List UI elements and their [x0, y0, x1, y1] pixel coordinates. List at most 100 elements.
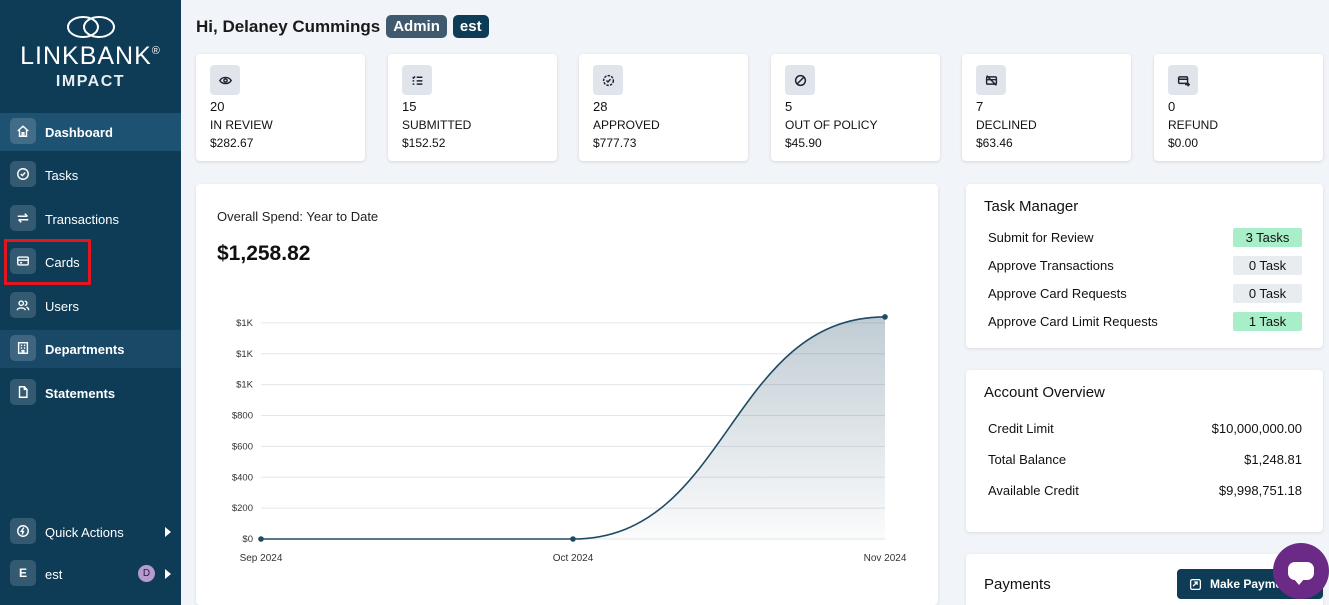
stat-count: 15	[402, 99, 417, 114]
account-label: Available Credit	[988, 483, 1079, 498]
account-value: $10,000,000.00	[1211, 421, 1302, 436]
lightning-icon	[10, 518, 36, 544]
sidebar-item-statements[interactable]: Statements	[0, 374, 181, 412]
ban-icon	[785, 65, 815, 95]
task-count-badge: 0 Task	[1233, 255, 1302, 275]
check-circle-icon	[10, 161, 36, 187]
panel-title: Task Manager	[984, 198, 1079, 215]
payments-panel: Payments Make Payment	[966, 554, 1323, 605]
task-label: Approve Transactions	[988, 257, 1114, 273]
spend-chart: $0 $200 $400 $600 $800 $1K $1K $1K Sep 2024 Oct 2…	[232, 314, 907, 564]
caret-right-icon	[165, 569, 171, 579]
chat-support-button[interactable]	[1273, 543, 1329, 599]
account-label: Total Balance	[988, 452, 1067, 467]
spend-total: $1,258.82	[217, 242, 311, 265]
stat-card-in-review[interactable]: 20 IN REVIEW $282.67	[196, 54, 365, 161]
sidebar: LINKBANK® IMPACT Dashboard Tasks Transac…	[0, 0, 181, 605]
sidebar-item-users[interactable]: Users	[0, 287, 181, 325]
x-tick-label: Nov 2024	[864, 553, 907, 564]
task-count-badge: 0 Task	[1233, 283, 1302, 303]
users-icon	[10, 292, 36, 318]
card-refund-icon	[1168, 65, 1198, 95]
task-row-approve-card-limit-requests[interactable]: Approve Card Limit Requests 1 Task	[988, 311, 1302, 331]
sidebar-item-cards[interactable]: Cards	[0, 243, 181, 281]
sidebar-item-label: Tasks	[45, 167, 79, 183]
account-overview-panel: Account Overview Credit Limit $10,000,00…	[966, 370, 1323, 532]
stat-label: APPROVED	[593, 118, 660, 132]
account-value: $9,998,751.18	[1218, 483, 1302, 498]
task-label: Approve Card Requests	[988, 285, 1127, 301]
task-row-submit-for-review[interactable]: Submit for Review 3 Tasks	[988, 227, 1302, 247]
home-icon	[10, 118, 36, 144]
user-account-menu[interactable]: E est D	[0, 555, 181, 593]
sidebar-item-departments[interactable]: Departments	[0, 330, 181, 368]
sidebar-item-label: Statements	[45, 385, 116, 401]
stat-label: OUT OF POLICY	[785, 118, 878, 132]
stat-label: SUBMITTED	[402, 118, 472, 132]
x-tick-label: Sep 2024	[240, 553, 283, 564]
account-row-available-credit: Available Credit $9,998,751.18	[988, 483, 1302, 498]
stat-label: REFUND	[1168, 118, 1218, 132]
stat-amount: $63.46	[976, 136, 1013, 150]
account-row-credit-limit: Credit Limit $10,000,000.00	[988, 421, 1302, 436]
quick-actions-menu[interactable]: Quick Actions	[0, 513, 181, 551]
stat-amount: $777.73	[593, 136, 637, 150]
stat-card-approved[interactable]: 28 APPROVED $777.73	[579, 54, 748, 161]
stat-card-refund[interactable]: 0 REFUND $0.00	[1154, 54, 1323, 161]
document-icon	[10, 379, 36, 405]
header-greeting: Hi, Delaney Cummings Admin est	[196, 15, 489, 38]
check-badge-icon	[593, 65, 623, 95]
data-point	[258, 536, 264, 542]
org-badge[interactable]: est	[452, 15, 489, 38]
make-payment-label: Make Payment	[1210, 577, 1294, 591]
task-label: Submit for Review	[988, 229, 1094, 245]
y-tick-label: $1K	[236, 349, 254, 360]
brand-logo[interactable]: LINKBANK® IMPACT	[0, 14, 181, 91]
panel-title: Payments	[984, 576, 1051, 593]
account-name: est	[45, 566, 63, 582]
y-tick-label: $200	[232, 503, 253, 514]
series-line	[261, 316, 886, 540]
role-badge: Admin	[386, 15, 447, 38]
panel-title: Account Overview	[984, 384, 1105, 401]
brand-name: LINKBANK®	[20, 42, 161, 70]
stat-count: 20	[210, 99, 225, 114]
stat-card-out-of-policy[interactable]: 5 OUT OF POLICY $45.90	[771, 54, 940, 161]
chat-bubble-icon	[1288, 562, 1314, 585]
series-area	[261, 316, 885, 539]
payment-icon	[1189, 578, 1202, 590]
sidebar-item-label: Departments	[45, 341, 125, 357]
stat-amount: $45.90	[785, 136, 822, 150]
credit-card-icon	[10, 248, 36, 274]
stat-card-declined[interactable]: 7 DECLINED $63.46	[962, 54, 1131, 161]
account-row-total-balance: Total Balance $1,248.81	[988, 452, 1302, 467]
stat-count: 5	[785, 99, 793, 114]
sidebar-item-transactions[interactable]: Transactions	[0, 200, 181, 238]
account-initial: E	[10, 560, 36, 586]
avatar: D	[138, 565, 155, 582]
quick-actions-label: Quick Actions	[45, 524, 124, 540]
sidebar-item-tasks[interactable]: Tasks	[0, 156, 181, 194]
sidebar-item-dashboard[interactable]: Dashboard	[0, 113, 181, 151]
overall-spend-card: Overall Spend: Year to Date $1,258.82 $0…	[196, 184, 938, 605]
y-tick-label: $400	[232, 472, 253, 483]
y-tick-label: $0	[242, 534, 253, 545]
sidebar-item-label: Dashboard	[45, 124, 113, 140]
logo-rings-icon	[66, 16, 115, 38]
stat-amount: $152.52	[402, 136, 446, 150]
sidebar-item-label: Transactions	[45, 211, 119, 227]
y-tick-label: $1K	[236, 380, 254, 391]
task-label: Approve Card Limit Requests	[988, 313, 1158, 329]
task-row-approve-card-requests[interactable]: Approve Card Requests 0 Task	[988, 283, 1302, 303]
account-value: $1,248.81	[1244, 452, 1302, 467]
stat-label: IN REVIEW	[210, 118, 273, 132]
data-point	[882, 314, 888, 320]
list-check-icon	[402, 65, 432, 95]
x-tick-label: Oct 2024	[553, 553, 594, 564]
y-tick-label: $1K	[236, 318, 254, 329]
stat-amount: $0.00	[1168, 136, 1199, 150]
brand-subtitle: IMPACT	[55, 73, 126, 90]
stat-card-submitted[interactable]: 15 SUBMITTED $152.52	[388, 54, 557, 161]
task-row-approve-transactions[interactable]: Approve Transactions 0 Task	[988, 255, 1302, 275]
card-off-icon	[976, 65, 1006, 95]
